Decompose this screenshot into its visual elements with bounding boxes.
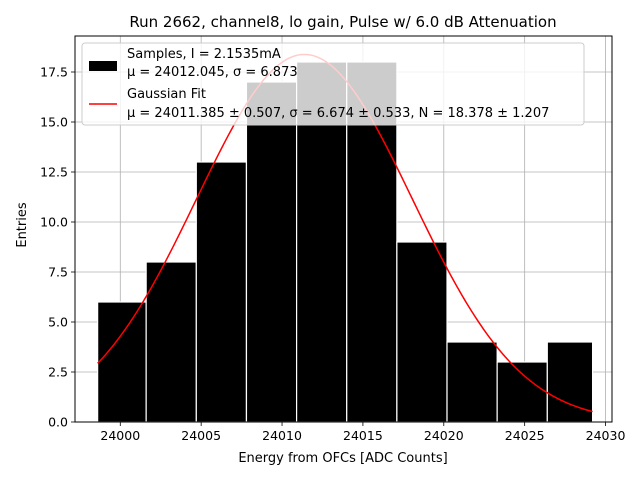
y-axis: 0.0 2.5 5.0 7.5 10.0 12.5 15.0 17.5 [40, 65, 75, 430]
legend-samples-line2: μ = 24012.045, σ = 6.873 [127, 65, 298, 80]
y-tick-label: 7.5 [48, 265, 68, 280]
legend-fit-line1: Gaussian Fit [127, 87, 206, 102]
histogram-bar [97, 301, 147, 423]
x-tick-label: 24025 [505, 428, 545, 443]
x-tick-label: 24020 [424, 428, 464, 443]
legend: Samples, I = 2.1535mA μ = 24012.045, σ =… [81, 42, 585, 126]
x-tick-label: 24010 [262, 428, 302, 443]
histogram-bar [145, 261, 197, 423]
y-tick-label: 17.5 [40, 65, 68, 80]
histogram-bar [546, 341, 594, 423]
legend-samples-line1: Samples, I = 2.1535mA [127, 47, 281, 62]
histogram-bar [396, 241, 448, 423]
histogram-bar [496, 361, 548, 423]
legend-samples-swatch [89, 61, 117, 71]
y-tick-label: 12.5 [40, 165, 68, 180]
x-axis: 24000 24005 24010 24015 24020 24025 24030 [100, 422, 625, 443]
x-tick-label: 24000 [100, 428, 140, 443]
y-tick-label: 2.5 [48, 365, 68, 380]
legend-fit-line2: μ = 24011.385 ± 0.507, σ = 6.674 ± 0.533… [127, 106, 549, 121]
x-tick-label: 24005 [181, 428, 221, 443]
histogram-bar [195, 161, 248, 423]
x-tick-label: 24030 [586, 428, 626, 443]
y-tick-label: 10.0 [40, 215, 68, 230]
chart-title: Run 2662, channel8, lo gain, Pulse w/ 6.… [129, 13, 556, 31]
legend-box [81, 42, 585, 126]
histogram-bar [446, 341, 498, 423]
y-axis-label: Entries [15, 202, 30, 248]
y-tick-label: 15.0 [40, 115, 68, 130]
y-tick-label: 5.0 [48, 315, 68, 330]
y-tick-label: 0.0 [48, 415, 68, 430]
histogram-bar [245, 81, 298, 423]
x-axis-label: Energy from OFCs [ADC Counts] [238, 451, 447, 466]
plot-frame [74, 35, 613, 423]
x-tick-label: 24015 [343, 428, 383, 443]
